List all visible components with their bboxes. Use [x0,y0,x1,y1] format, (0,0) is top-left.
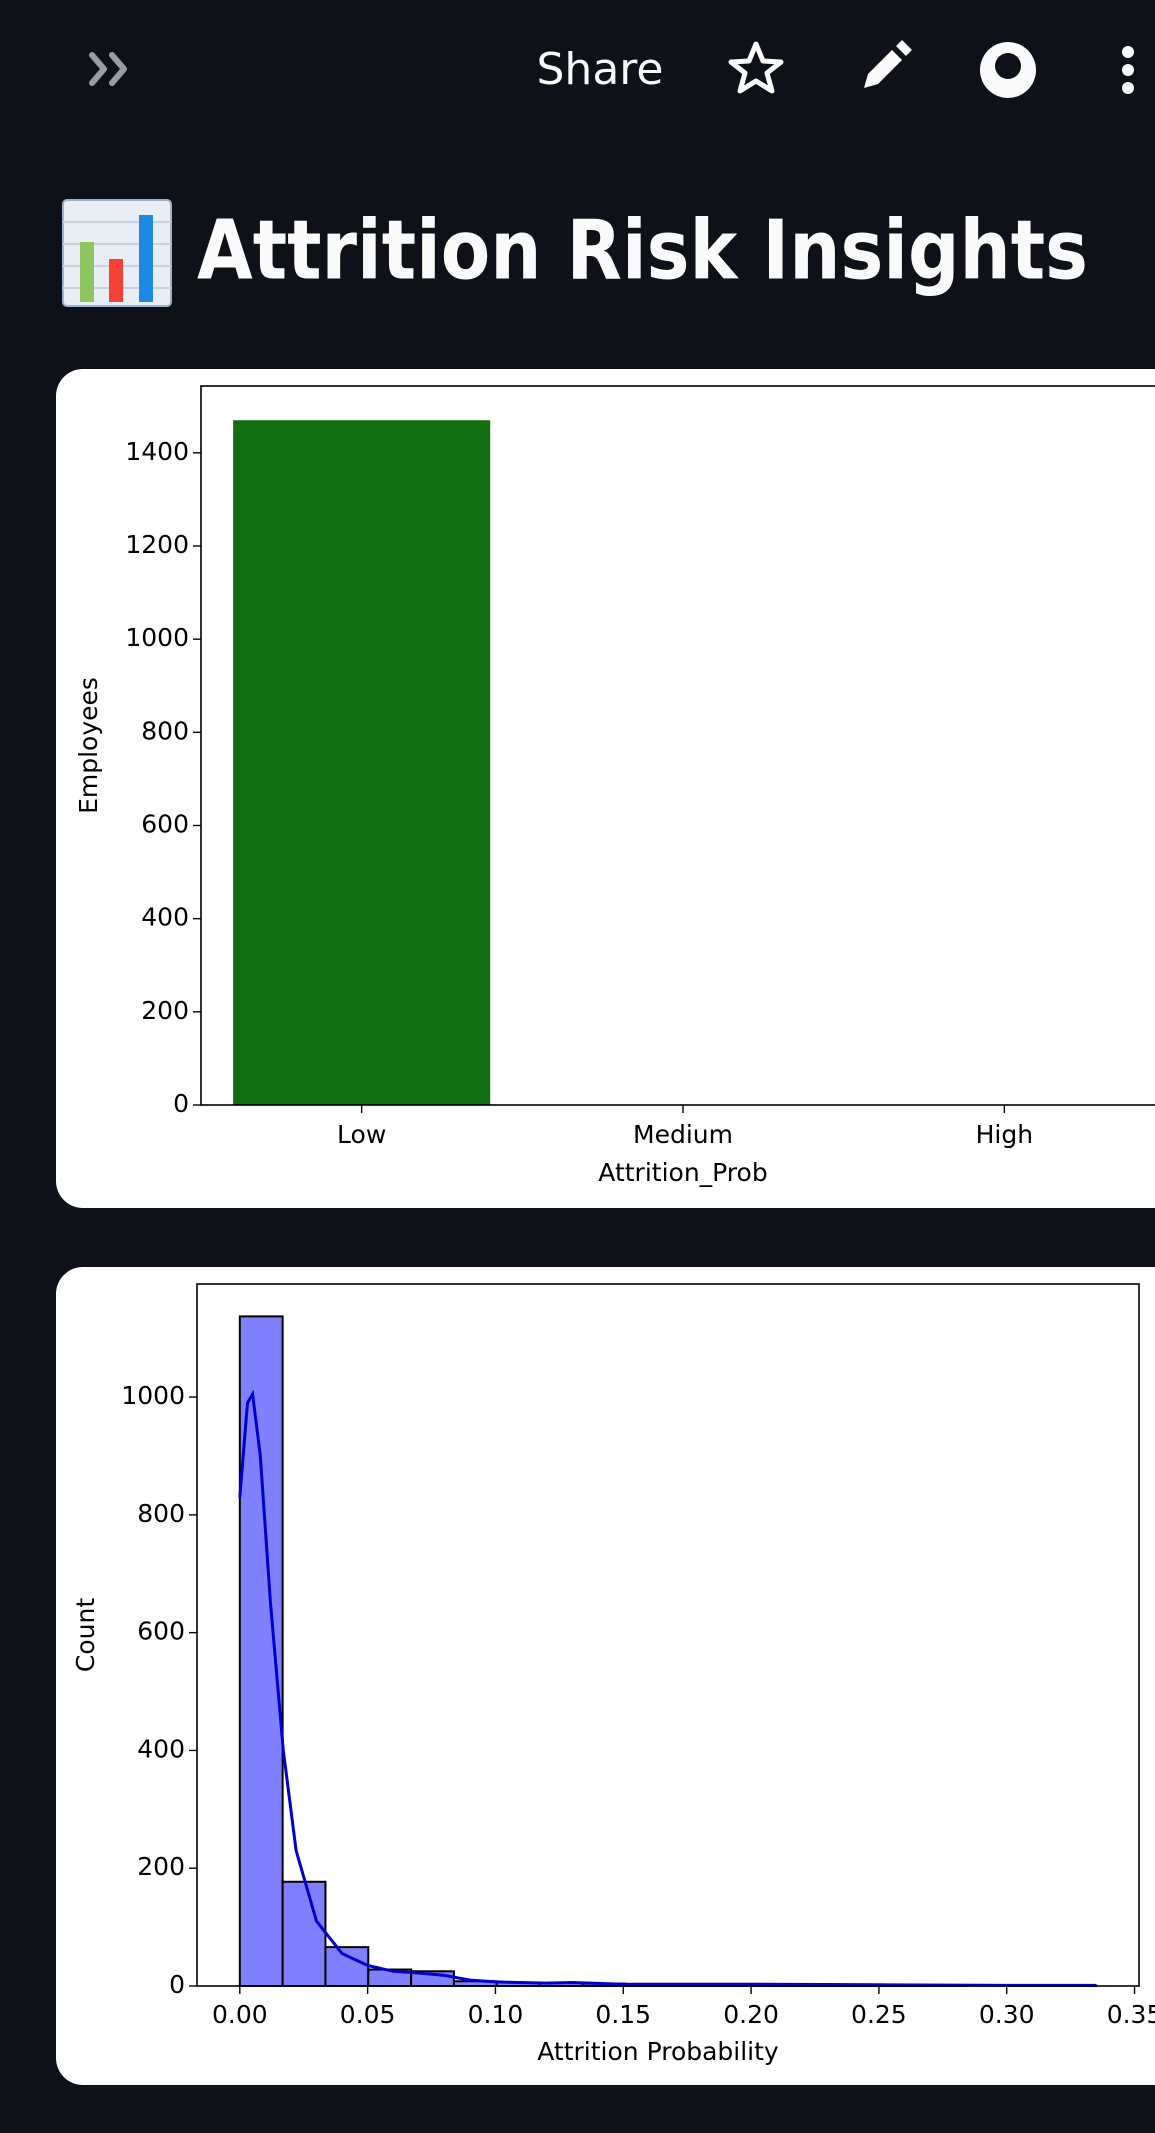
x-tick-label: Medium [633,1120,733,1149]
kde-line [238,1389,1097,1987]
x-tick-label: 0.10 [468,2000,524,2029]
y-tick-label: 1000 [125,623,189,652]
menu-icon[interactable] [1122,46,1134,94]
x-tick-label: 0.35 [1107,2000,1155,2029]
x-tick-label: Low [337,1120,386,1149]
y-tick-label: 1200 [125,530,189,559]
y-tick-label: 200 [141,996,189,1025]
y-tick-label: 600 [137,1617,185,1646]
y-tick-label: 400 [137,1734,185,1763]
histogram-bar [324,1946,370,1987]
page-title: Attrition Risk Insights [197,203,1088,298]
github-icon-inner [995,53,1021,79]
x-tick-label: 0.30 [979,2000,1035,2029]
x-tick-label: 0.25 [851,2000,907,2029]
x-tick-label: 0.15 [595,2000,651,2029]
y-tick-label: 0 [169,1970,185,1999]
share-button[interactable]: Share [537,44,664,95]
y-tick-label: 600 [141,810,189,839]
chart-card [56,1267,1155,2085]
x-axis-label: Attrition Probability [537,2037,779,2066]
sidebar-toggle[interactable] [89,52,127,86]
y-tick-label: 200 [137,1852,185,1881]
x-tick-label: 0.05 [340,2000,396,2029]
x-tick-label: High [976,1120,1033,1149]
star-icon[interactable] [728,41,784,94]
y-tick-label: 0 [173,1089,189,1118]
histogram-bar [281,1880,327,1987]
y-tick-label: 800 [141,716,189,745]
x-tick-label: 0.00 [212,2000,268,2029]
y-axis-label: Count [71,1598,100,1672]
x-tick-label: 0.20 [723,2000,779,2029]
y-tick-label: 800 [137,1499,185,1528]
y-axis-label: Employees [74,677,103,814]
plot-frame [200,385,1155,1106]
chart-card [56,369,1155,1208]
bar [233,420,491,1105]
y-tick-label: 1000 [121,1381,185,1410]
edit-icon[interactable] [864,40,912,88]
title-emoji [62,199,172,307]
y-tick-label: 1400 [125,437,189,466]
x-axis-label: Attrition_Prob [598,1158,767,1187]
plot-frame [196,1283,1140,1987]
y-tick-label: 400 [141,903,189,932]
